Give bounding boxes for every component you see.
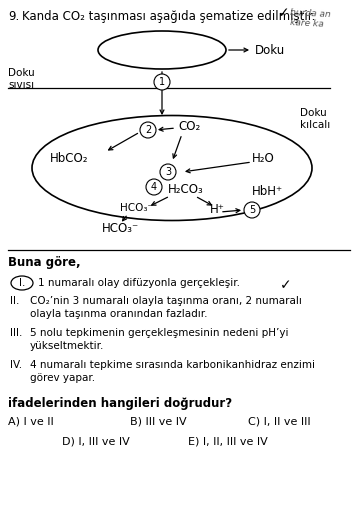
- Text: IV.: IV.: [10, 360, 22, 370]
- Text: D) I, III ve IV: D) I, III ve IV: [62, 437, 130, 447]
- Text: 2: 2: [145, 125, 151, 135]
- Text: HCO₃⁻: HCO₃⁻: [120, 203, 153, 213]
- Text: burda an: burda an: [290, 8, 331, 19]
- Text: H⁺: H⁺: [210, 203, 225, 216]
- Text: 5: 5: [249, 205, 255, 215]
- Text: A) I ve II: A) I ve II: [8, 416, 54, 426]
- Text: kare ka: kare ka: [290, 18, 324, 29]
- Text: II.: II.: [10, 296, 19, 306]
- Text: CO₂: CO₂: [178, 120, 200, 133]
- Text: 3: 3: [165, 167, 171, 177]
- Text: 5 nolu tepkimenin gerçekleşmesinin nedeni pH’yi
yükseltmektir.: 5 nolu tepkimenin gerçekleşmesinin neden…: [30, 328, 289, 351]
- Text: ifadelerinden hangileri doğrudur?: ifadelerinden hangileri doğrudur?: [8, 397, 232, 410]
- Text: E) I, II, III ve IV: E) I, II, III ve IV: [188, 437, 268, 447]
- Text: HbCO₂: HbCO₂: [50, 152, 88, 165]
- Text: Doku
sıvısı: Doku sıvısı: [8, 68, 35, 91]
- Text: III.: III.: [10, 328, 22, 338]
- Text: HCO₃⁻: HCO₃⁻: [102, 222, 139, 235]
- Text: 1 numaralı olay difüzyonla gerçekleşir.: 1 numaralı olay difüzyonla gerçekleşir.: [38, 278, 240, 288]
- Text: ✓: ✓: [280, 278, 292, 292]
- Text: 9.: 9.: [8, 10, 19, 23]
- Circle shape: [160, 164, 176, 180]
- Text: Doku: Doku: [255, 44, 285, 56]
- Text: H₂O: H₂O: [252, 152, 275, 165]
- Circle shape: [154, 74, 170, 90]
- Circle shape: [244, 202, 260, 218]
- Text: 4: 4: [151, 182, 157, 192]
- Text: Doku
kılcalı: Doku kılcalı: [300, 108, 330, 131]
- Text: Kanda CO₂ taşınması aşağıda şematize edilmiştir.: Kanda CO₂ taşınması aşağıda şematize edi…: [22, 10, 315, 23]
- Circle shape: [140, 122, 156, 138]
- Text: 1: 1: [159, 77, 165, 87]
- Text: ✓: ✓: [278, 6, 290, 20]
- Text: HbH⁺: HbH⁺: [252, 185, 283, 198]
- Text: CO₂’nin 3 numaralı olayla taşınma oranı, 2 numaralı
olayla taşınma oranından faz: CO₂’nin 3 numaralı olayla taşınma oranı,…: [30, 296, 302, 319]
- Text: Buna göre,: Buna göre,: [8, 256, 81, 269]
- Text: H₂CO₃: H₂CO₃: [168, 183, 204, 196]
- Circle shape: [146, 179, 162, 195]
- Text: I.: I.: [19, 278, 25, 288]
- Text: B) III ve IV: B) III ve IV: [130, 416, 187, 426]
- Text: 4 numaralı tepkime sırasında karbonikanhidraz enzimi
görev yapar.: 4 numaralı tepkime sırasında karbonikanh…: [30, 360, 315, 383]
- Text: C) I, II ve III: C) I, II ve III: [248, 416, 311, 426]
